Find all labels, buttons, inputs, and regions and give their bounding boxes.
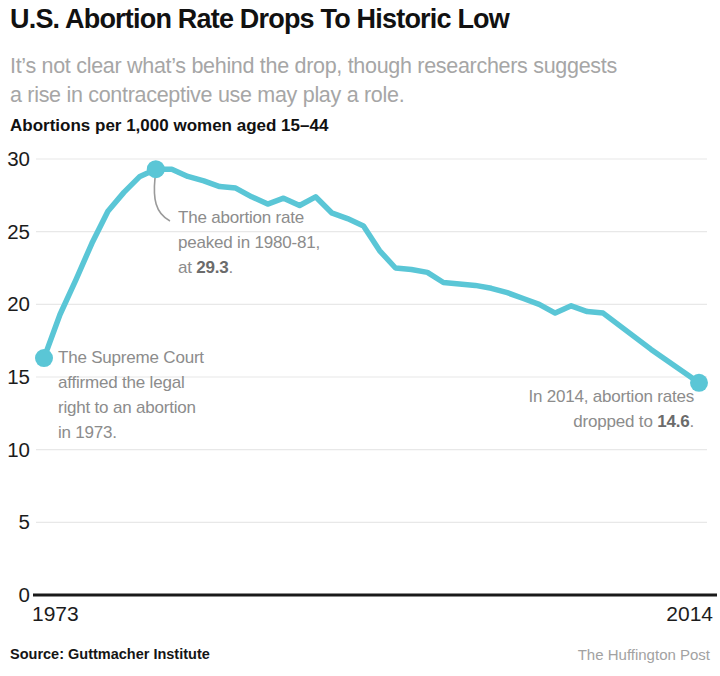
end-annotation-line1: In 2014, abortion rates [528, 387, 694, 406]
y-axis-title: Abortions per 1,000 women aged 15–44 [10, 116, 328, 136]
y-axis-tick-label: 5 [19, 510, 30, 533]
subtitle: It’s not clear what’s behind the drop, t… [10, 52, 617, 110]
data-point-marker [147, 160, 165, 178]
source-credit: Source: Guttmacher Institute [10, 646, 210, 662]
peak-callout-connector [154, 178, 170, 221]
y-axis-tick-label: 10 [7, 438, 30, 461]
subtitle-line-1: It’s not clear what’s behind the drop, t… [10, 54, 617, 78]
peak-annotation-line2: peaked in 1980-81, [178, 233, 320, 252]
data-point-marker [35, 349, 53, 367]
end-annotation-line2-prefix: dropped to [573, 412, 657, 431]
x-axis-tick-label: 1973 [32, 602, 79, 625]
y-axis-tick-label: 20 [7, 292, 30, 315]
y-axis-tick-label: 25 [7, 220, 30, 243]
start-annotation-line3: right to an abortion [58, 398, 196, 417]
y-axis-tick-label: 30 [7, 147, 30, 170]
start-annotation-line2: affirmed the legal [58, 373, 185, 392]
y-axis-tick-label: 0 [19, 583, 30, 606]
article-chart-card: U.S. Abortion Rate Drops To Historic Low… [0, 0, 720, 676]
supreme-court-annotation: The Supreme Court affirmed the legal right… [58, 345, 204, 445]
start-annotation-line1: The Supreme Court [58, 348, 204, 367]
peak-annotation-line3-suffix: . [229, 258, 234, 277]
peak-annotation-line1: The abortion rate [178, 208, 304, 227]
start-annotation-line4: in 1973. [58, 423, 117, 442]
peak-annotation: The abortion rate peaked in 1980-81, at 29… [178, 205, 320, 280]
end-value: 14.6 [657, 412, 689, 431]
end-annotation-line2-suffix: . [689, 412, 694, 431]
page-title: U.S. Abortion Rate Drops To Historic Low [10, 4, 509, 35]
publisher-credit: The Huffington Post [578, 646, 710, 663]
y-axis-tick-label: 15 [7, 365, 30, 388]
x-axis-tick-label: 2014 [666, 602, 713, 625]
subtitle-line-2: a rise in contraceptive use may play a r… [10, 83, 404, 107]
peak-value: 29.3 [196, 258, 228, 277]
peak-annotation-line3-prefix: at [178, 258, 196, 277]
end-annotation: In 2014, abortion rates dropped to 14.6. [528, 384, 694, 434]
